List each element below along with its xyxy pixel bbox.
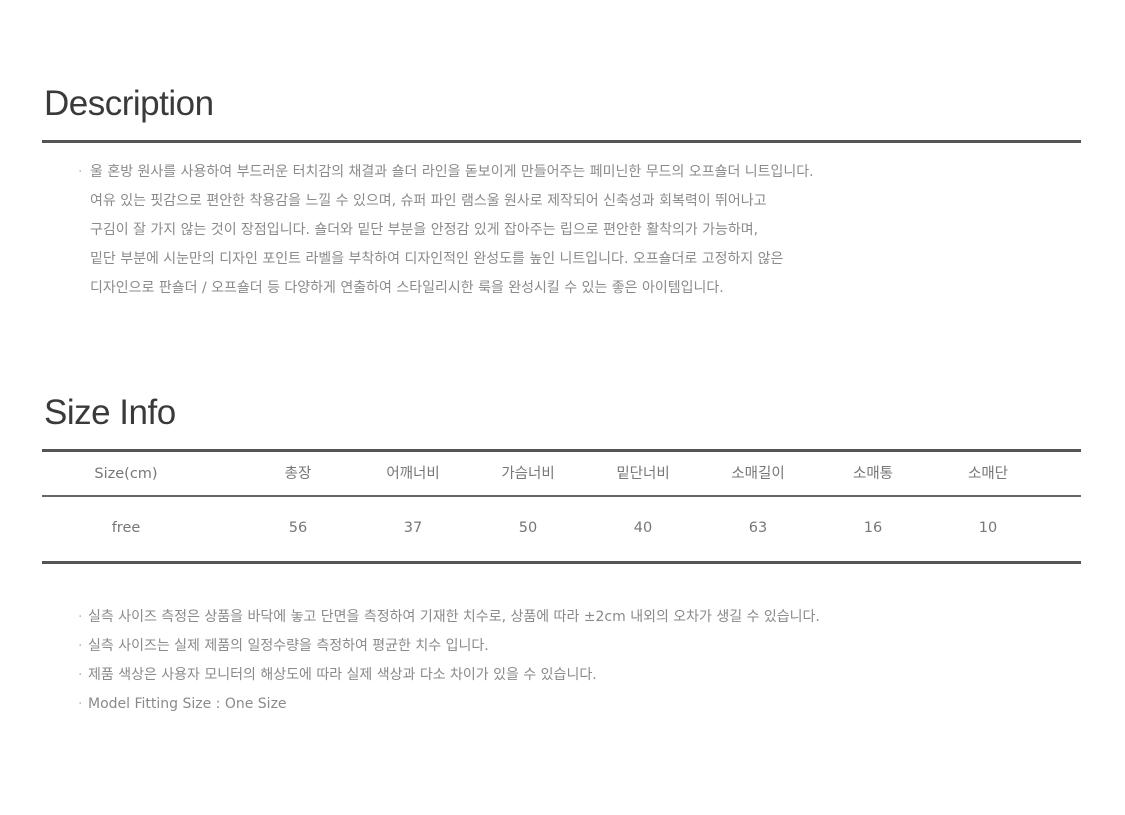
- bullet-dot: ·: [78, 164, 83, 180]
- value-cell: 50: [518, 520, 538, 536]
- size-table-header: Size(cm) 총장 어깨너비 가슴너비 밑단너비 소매길이 소매통 소매단: [42, 459, 1081, 489]
- value-cell: 16: [863, 520, 883, 536]
- header-cell: 밑단너비: [616, 466, 670, 482]
- header-cell: 어깨너비: [386, 466, 440, 482]
- value-cell: 37: [403, 520, 423, 536]
- description-line: 디자인으로 판숄더 / 오프숄더 등 다양하게 연출하여 스타일리시한 룩을 완…: [90, 280, 724, 296]
- description-line: 구김이 잘 가지 않는 것이 장점입니다. 숄더와 밑단 부분을 안정감 있게 …: [90, 222, 759, 238]
- header-cell: 가슴너비: [501, 466, 555, 482]
- header-cell: Size(cm): [94, 466, 158, 482]
- value-cell: 63: [748, 520, 768, 536]
- description-divider: [42, 140, 1081, 143]
- note-item: · 제품 색상은 사용자 모니터의 해상도에 따라 실제 색상과 다소 차이가 있…: [78, 667, 597, 683]
- note-item: · 실측 사이즈는 실제 제품의 일정수량을 측정하여 평균한 치수 입니다.: [78, 638, 489, 654]
- value-cell: 56: [288, 520, 308, 536]
- description-line: 여유 있는 핏감으로 편안한 착용감을 느낄 수 있으며, 슈퍼 파인 램스울 …: [90, 193, 767, 209]
- note-item: · Model Fitting Size : One Size: [78, 696, 287, 712]
- value-cell: 10: [978, 520, 998, 536]
- size-info-title: Size Info: [44, 393, 176, 432]
- value-cell: 40: [633, 520, 653, 536]
- size-table-top-rule: [42, 449, 1081, 452]
- size-table-bottom-rule: [42, 561, 1081, 564]
- size-cell: free: [111, 520, 141, 536]
- description-line: 밑단 부분에 시눈만의 디자인 포인트 라벨을 부착하여 디자인적인 완성도를 …: [90, 251, 784, 267]
- note-item: · 실측 사이즈 측정은 상품을 바닥에 놓고 단면을 측정하여 기재한 치수로,…: [78, 609, 820, 625]
- description-line: · 울 혼방 원사를 사용하여 부드러운 터치감의 채결과 숄더 라인을 돋보이게…: [78, 158, 814, 187]
- header-cell: 소매단: [967, 466, 1009, 482]
- description-text: · 울 혼방 원사를 사용하여 부드러운 터치감의 채결과 숄더 라인을 돋보이게…: [78, 158, 814, 303]
- table-row: free 56 37 50 40 63 16 10: [42, 513, 1081, 543]
- description-title: Description: [44, 84, 214, 123]
- size-notes: · 실측 사이즈 측정은 상품을 바닥에 놓고 단면을 측정하여 기재한 치수로,…: [78, 603, 820, 719]
- header-cell: 소매통: [852, 466, 894, 482]
- header-cell: 소매길이: [731, 466, 785, 482]
- size-table-header-rule: [42, 495, 1081, 497]
- header-cell: 총장: [284, 466, 312, 482]
